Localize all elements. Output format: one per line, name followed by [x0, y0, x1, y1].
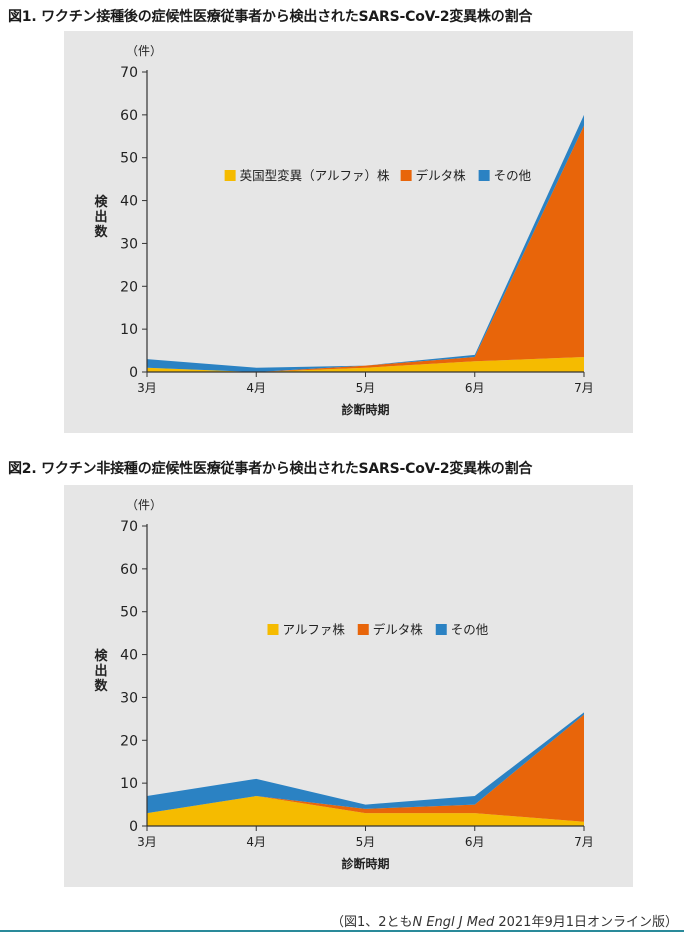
- figure-1-title: 図1. ワクチン接種後の症候性医療従事者から検出されたSARS-CoV-2変異株…: [8, 9, 533, 25]
- x-axis-label: 診断時期: [341, 402, 389, 417]
- y-tick-label: 20: [120, 733, 138, 749]
- source-citation: （図1、2ともN Engl J Med 2021年9月1日オンライン版）: [331, 911, 678, 930]
- x-tick-label: 4月: [246, 835, 266, 849]
- source-suffix: 2021年9月1日オンライン版）: [494, 915, 678, 930]
- x-axis-label: 診断時期: [341, 856, 389, 871]
- legend-swatch: [400, 170, 412, 181]
- y-tick-label: 0: [129, 365, 138, 381]
- y-tick-label: 30: [120, 236, 138, 252]
- y-axis-label-char: 出: [94, 663, 107, 679]
- y-tick-label: 0: [129, 819, 138, 835]
- bottom-divider: [0, 930, 684, 932]
- x-tick-label: 4月: [246, 381, 266, 395]
- figure-2-title: 図2. ワクチン非接種の症候性医療従事者から検出されたSARS-CoV-2変異株…: [8, 461, 533, 477]
- y-tick-label: 30: [120, 690, 138, 706]
- y-tick-label: 20: [120, 279, 138, 295]
- x-tick-label: 6月: [465, 381, 485, 395]
- legend-swatch: [478, 170, 490, 181]
- area-series-0: [147, 796, 584, 826]
- source-journal: N Engl J Med: [412, 915, 495, 930]
- y-axis-label-char: 検: [94, 194, 108, 210]
- y-tick-label: 40: [120, 648, 138, 664]
- x-tick-label: 7月: [574, 381, 594, 395]
- y-axis-label-char: 検: [94, 648, 108, 664]
- area-series-1: [147, 714, 584, 822]
- source-prefix: （図1、2とも: [330, 915, 413, 930]
- y-tick-label: 70: [120, 519, 138, 535]
- x-tick-label: 5月: [356, 381, 376, 395]
- y-tick-label: 60: [120, 108, 138, 124]
- figure-2-panel: 0 10 20 30 40 50 60 70 3月 4月 5月 6月 7月 （件） 検出数診断時期 アルファ株…: [64, 485, 633, 887]
- y-tick-label: 70: [120, 65, 138, 81]
- y-unit-label: （件）: [126, 44, 162, 58]
- legend: 英国型変異（アルファ）株 デルタ株 その他: [224, 168, 532, 183]
- legend-swatch: [224, 170, 236, 181]
- y-tick-label: 50: [120, 605, 138, 621]
- y-axis-label-char: 出: [94, 209, 107, 225]
- legend-label: その他: [451, 622, 489, 637]
- x-tick-label: 5月: [356, 835, 376, 849]
- area-series-1: [147, 125, 584, 372]
- y-axis-label-char: 数: [94, 678, 108, 694]
- y-tick-label: 10: [120, 322, 138, 338]
- y-tick-label: 60: [120, 562, 138, 578]
- x-tick-label: 3月: [137, 381, 157, 395]
- y-unit-label: （件）: [126, 498, 162, 512]
- legend-label: デルタ株: [373, 622, 424, 637]
- y-axis-label-char: 数: [94, 224, 108, 240]
- y-tick-label: 10: [120, 776, 138, 792]
- x-tick-label: 7月: [574, 835, 594, 849]
- x-tick-label: 6月: [465, 835, 485, 849]
- legend-label: 英国型変異（アルファ）株: [240, 168, 390, 183]
- legend: アルファ株 デルタ株 その他: [267, 622, 489, 637]
- legend-label: デルタ株: [416, 168, 467, 183]
- legend-swatch: [267, 624, 279, 635]
- y-tick-label: 50: [120, 151, 138, 167]
- area-series-0: [147, 357, 584, 372]
- legend-label: アルファ株: [283, 622, 346, 637]
- legend-swatch: [357, 624, 369, 635]
- y-tick-label: 40: [120, 194, 138, 210]
- figure-1-panel: 0 10 20 30 40 50 60 70 3月 4月 5月 6月 7月 （件） 検出数診断時期 英国型変異…: [64, 31, 633, 433]
- legend-swatch: [435, 624, 447, 635]
- area-series-2: [147, 712, 584, 814]
- legend-label: その他: [494, 168, 532, 183]
- x-tick-label: 3月: [137, 835, 157, 849]
